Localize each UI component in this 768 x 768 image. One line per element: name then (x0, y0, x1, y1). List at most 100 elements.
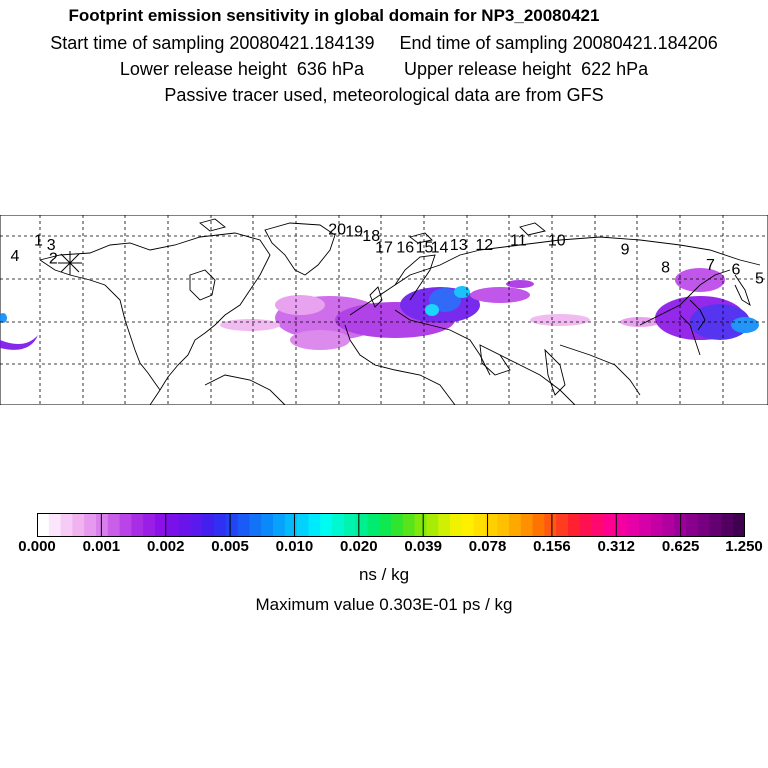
color-scale-cell (343, 513, 357, 537)
release-point-label: 8 (661, 259, 670, 276)
color-scale-tick-label: 0.010 (275, 538, 314, 555)
release-point-label: 9 (621, 242, 630, 259)
color-scale-cell (296, 513, 309, 537)
color-scale-tick-label: 1.250 (725, 538, 763, 555)
color-scale-cell (273, 513, 286, 537)
release-point-label: 7 (706, 257, 715, 274)
maximum-value-label: Maximum value 0.303E-01 ps / kg (255, 595, 513, 614)
color-scale-cell (721, 513, 734, 537)
color-scale-cell (355, 513, 368, 537)
color-scale-cell (686, 513, 699, 537)
release-point-label: 15 (416, 239, 434, 256)
color-scale-cell (308, 513, 321, 537)
color-scale-cell (520, 513, 534, 537)
title-line-2: Start time of sampling 20080421.184139 E… (50, 33, 718, 53)
release-point-label: 14 (431, 239, 449, 256)
color-scale-cell (166, 513, 180, 537)
color-scale-cell (84, 513, 97, 537)
color-scale-cell (697, 513, 711, 537)
color-scale-cell (615, 513, 628, 537)
color-scale-cell (426, 513, 439, 537)
color-scale-cell (178, 513, 191, 537)
release-point-label: 1 (34, 233, 43, 250)
color-scale-cell (261, 513, 274, 537)
color-scale-tick-label: 0.625 (661, 538, 700, 555)
color-scale-cell (332, 513, 345, 537)
color-scale-cell (155, 513, 168, 537)
release-point-label: 16 (396, 239, 414, 256)
color-scale-tick-label: 0.000 (18, 538, 56, 555)
color-scale-cell (96, 513, 109, 537)
color-scale-cell (249, 513, 262, 537)
release-point-label: 12 (475, 237, 493, 254)
release-star-marker (58, 251, 82, 275)
release-point-label: 2 (49, 251, 58, 268)
release-point-label: 10 (548, 233, 566, 250)
color-scale-cell (556, 513, 569, 537)
color-scale-cell (638, 513, 652, 537)
release-point-label: 5 (755, 271, 764, 288)
color-scale-cell (438, 513, 451, 537)
color-scale-cell (143, 513, 156, 537)
release-point-label: 20 (328, 221, 346, 238)
color-scale-tick-label: 0.312 (597, 538, 636, 555)
release-point-label: 11 (510, 233, 527, 250)
color-scale-cell (225, 513, 239, 537)
color-scale-cell (662, 513, 675, 537)
color-scale-cell (532, 513, 545, 537)
color-scale-cell (379, 513, 392, 537)
sensitivity-plume (0, 268, 759, 350)
color-scale-cell (237, 513, 250, 537)
color-scale-cell (450, 513, 463, 537)
color-scale-cell (119, 513, 132, 537)
color-scale-cell (367, 513, 380, 537)
color-scale-tick-label: 0.078 (468, 538, 507, 555)
color-scale-cell (60, 513, 73, 537)
release-point-label: 19 (345, 224, 363, 241)
color-scale-tick-label: 0.156 (533, 538, 571, 555)
color-scale-cell (497, 513, 510, 537)
color-scale-cell (402, 513, 416, 537)
color-scale-cell (485, 513, 498, 537)
color-scale-tick-label: 0.039 (404, 538, 442, 555)
release-point-label: 17 (375, 239, 393, 256)
color-scale-cell (48, 513, 62, 537)
color-scale-cell (190, 513, 203, 537)
color-scale-unit: ns / kg (358, 565, 410, 584)
color-scale-tick-label: 0.002 (146, 538, 185, 555)
release-point-label: 3 (47, 237, 56, 254)
color-scale-cell (214, 513, 227, 537)
release-point-label: 6 (732, 262, 741, 279)
color-scale-cell (37, 513, 50, 537)
color-scale-cell (544, 513, 557, 537)
color-scale-cell (603, 513, 616, 537)
release-point-label: 18 (362, 228, 380, 245)
title-line-4: Passive tracer used, meteorological data… (164, 85, 604, 105)
color-scale-cell (320, 513, 333, 537)
color-scale-cell (579, 513, 593, 537)
color-scale-cell (391, 513, 404, 537)
color-scale-cell (509, 513, 522, 537)
color-scale-bar (37, 513, 745, 537)
title-line-1: Footprint emission sensitivity in global… (68, 6, 600, 25)
graticule (0, 215, 768, 405)
color-scale-cell (650, 513, 663, 537)
color-scale-cell (284, 513, 298, 537)
color-scale-cell (709, 513, 722, 537)
color-scale-cell (107, 513, 121, 537)
color-scale-cell (131, 513, 144, 537)
color-scale-cell (473, 513, 486, 537)
title-line-3: Lower release height 636 hPa Upper relea… (119, 59, 649, 79)
color-scale-cell (568, 513, 581, 537)
color-scale-cell (461, 513, 475, 537)
color-scale-cell (202, 513, 215, 537)
release-point-label: 4 (10, 248, 19, 265)
color-scale-cell (72, 513, 85, 537)
color-scale-cell (733, 513, 745, 537)
color-scale-cell (414, 513, 427, 537)
color-scale-tick-label: 0.005 (211, 538, 249, 555)
color-scale-cell (627, 513, 640, 537)
color-scale-tick-label: 0.001 (82, 538, 121, 555)
